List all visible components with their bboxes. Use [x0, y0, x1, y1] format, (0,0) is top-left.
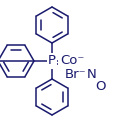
Text: P: P	[48, 55, 56, 67]
Text: Br⁻: Br⁻	[65, 68, 87, 81]
Text: O: O	[96, 81, 106, 93]
Text: Co⁻: Co⁻	[60, 55, 84, 67]
Text: N: N	[87, 68, 97, 81]
